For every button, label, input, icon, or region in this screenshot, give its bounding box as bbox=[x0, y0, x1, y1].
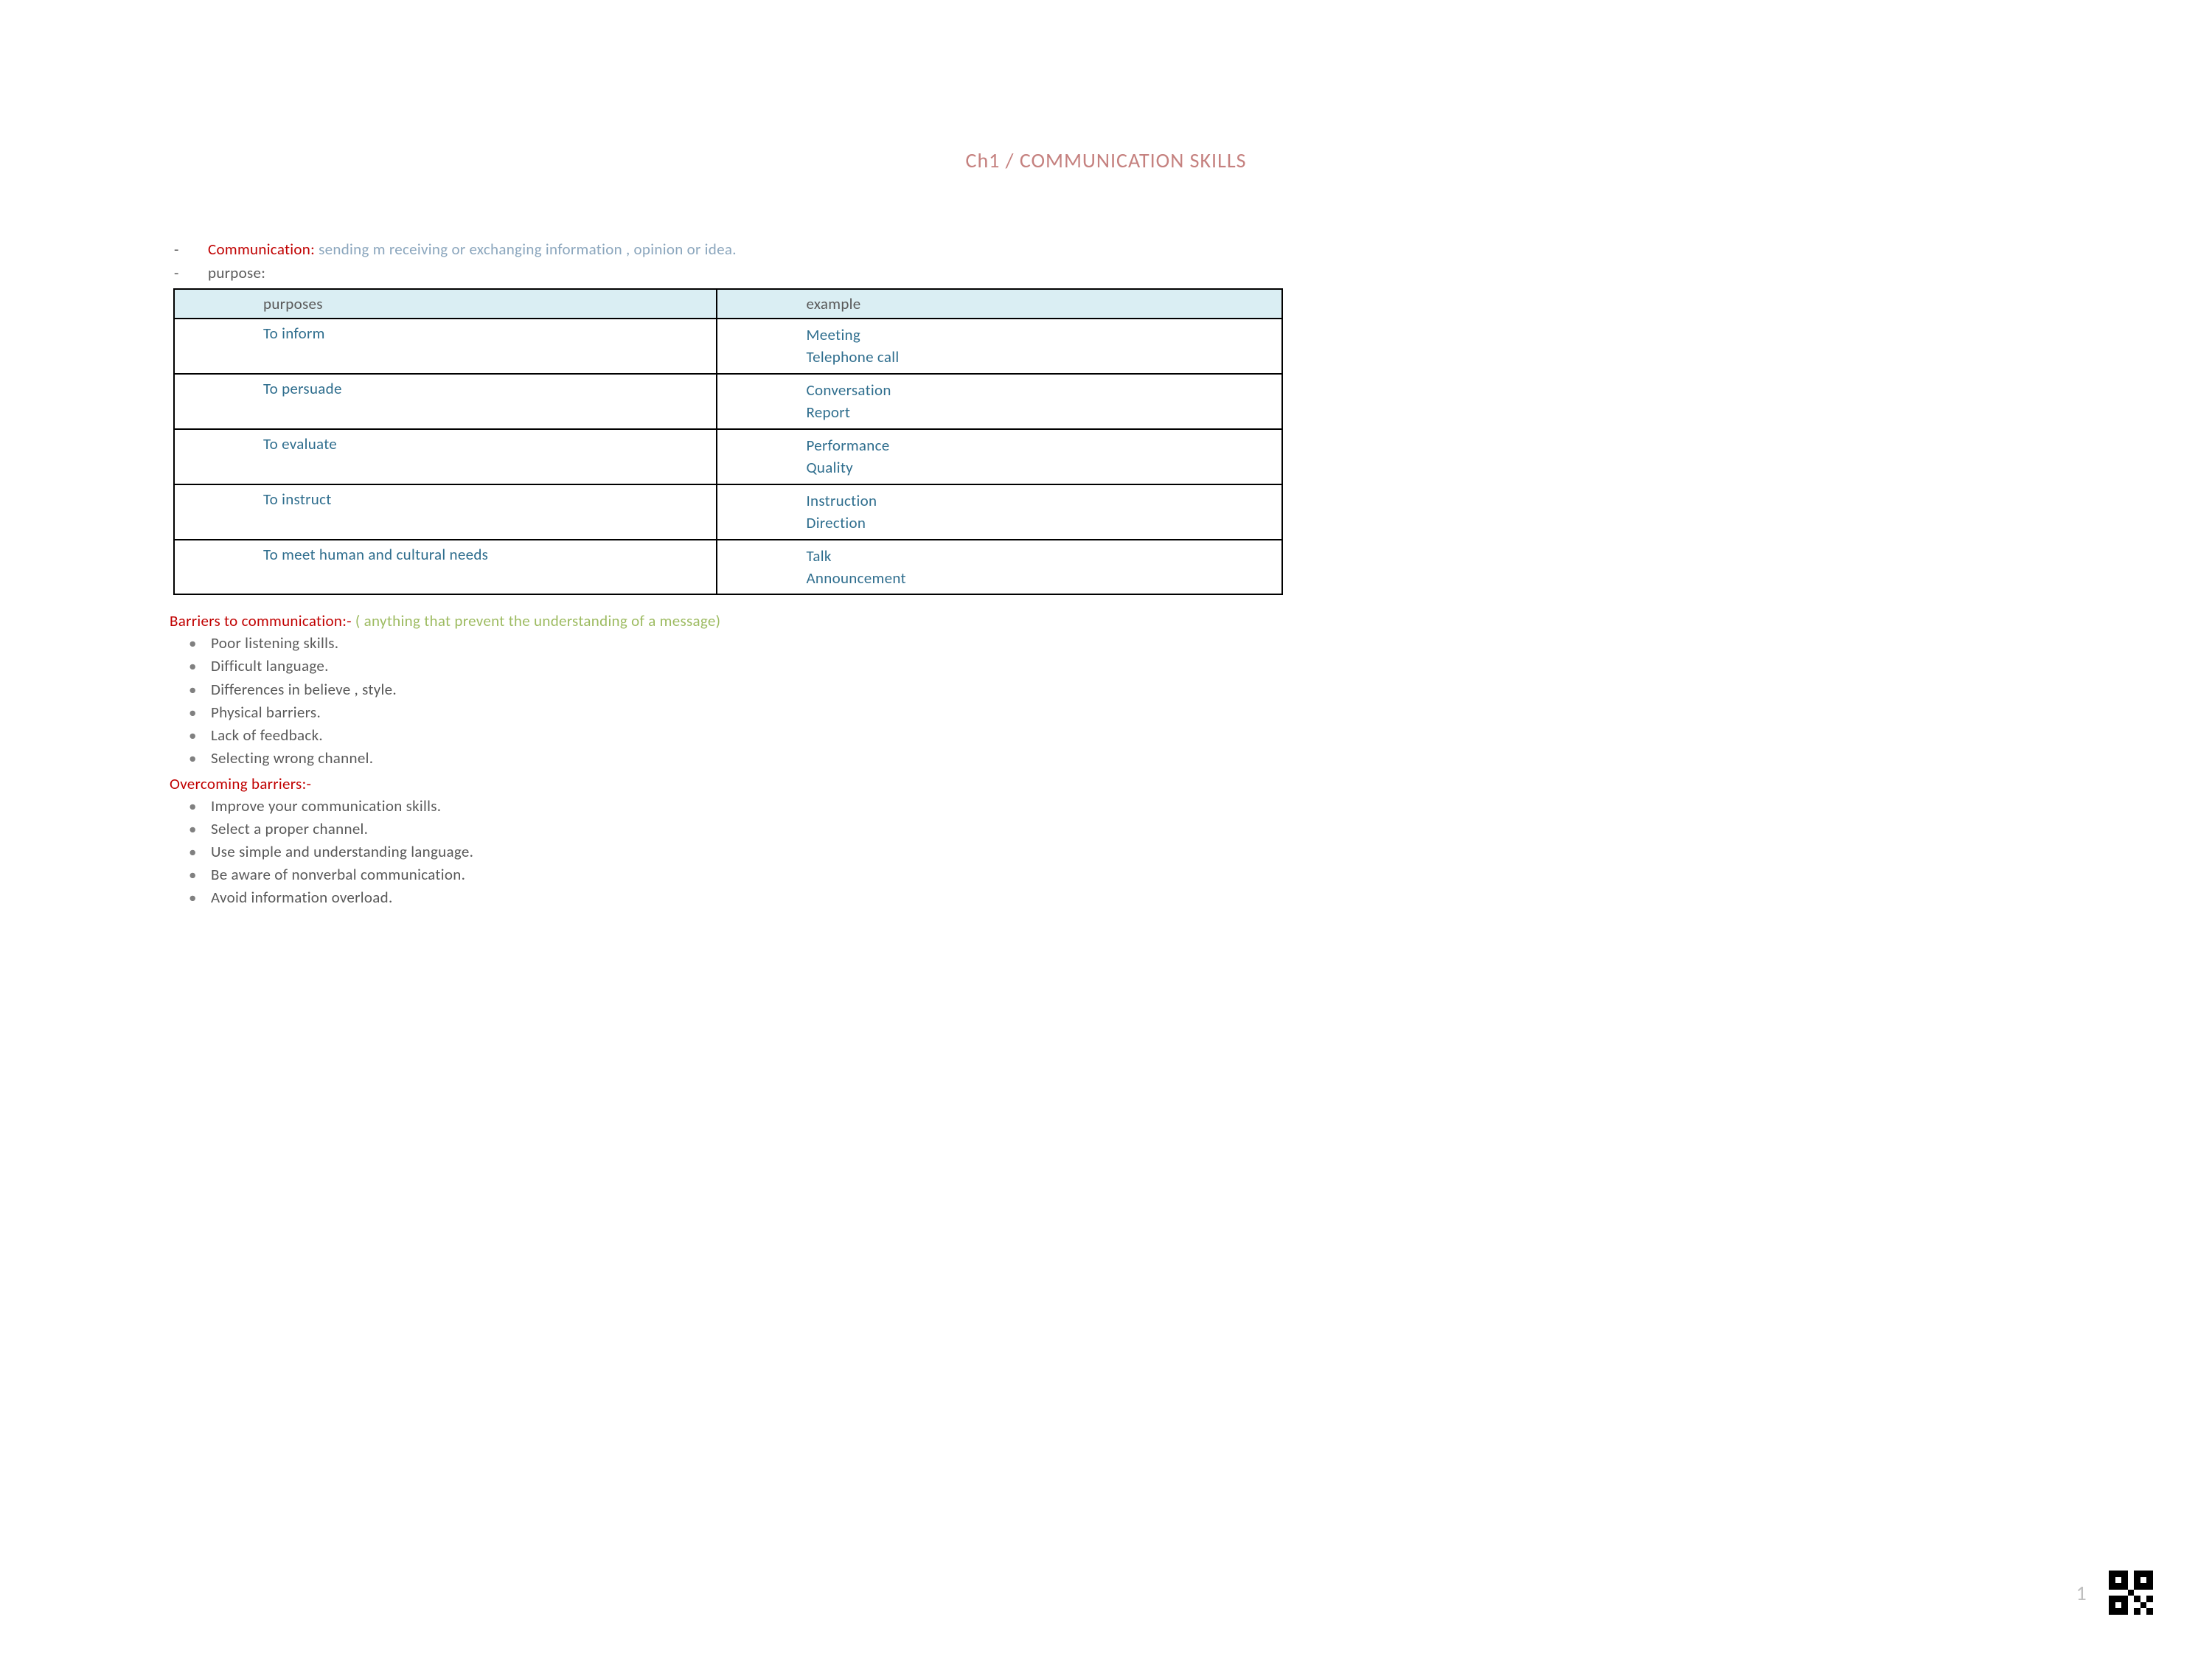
header-purposes: purposes bbox=[174, 289, 717, 319]
example-line: Conversation bbox=[806, 379, 1281, 401]
page-title: Ch1 / COMMUNICATION SKILLS bbox=[170, 147, 2042, 173]
example-line: Telephone call bbox=[806, 346, 1281, 368]
table-row: To evaluate Performance Quality bbox=[174, 429, 1282, 484]
example-line: Announcement bbox=[806, 567, 1281, 589]
definition-text: sending m receiving or exchanging inform… bbox=[319, 240, 737, 259]
cell-purpose: To meet human and cultural needs bbox=[174, 540, 717, 595]
list-item: Be aware of nonverbal communication. bbox=[170, 863, 2042, 886]
table-row: To persuade Conversation Report bbox=[174, 374, 1282, 429]
dash-bullet: - bbox=[170, 263, 208, 282]
list-item: Avoid information overload. bbox=[170, 886, 2042, 909]
list-item: Improve your communication skills. bbox=[170, 795, 2042, 818]
definition-row: - Communication: sending m receiving or … bbox=[170, 240, 2042, 259]
cell-example: Instruction Direction bbox=[717, 484, 1282, 540]
example-line: Instruction bbox=[806, 490, 1281, 512]
page-number: 1 bbox=[2076, 1580, 2087, 1606]
list-item: Select a proper channel. bbox=[170, 818, 2042, 841]
example-line: Meeting bbox=[806, 324, 1281, 346]
overcoming-list: Improve your communication skills. Selec… bbox=[170, 795, 2042, 909]
list-item: Poor listening skills. bbox=[170, 632, 2042, 655]
barriers-heading-red: Barriers to communication:- bbox=[170, 611, 355, 630]
example-line: Quality bbox=[806, 456, 1281, 479]
purposes-table-wrap: purposes example To inform Meeting Telep… bbox=[170, 288, 2042, 595]
list-item: Lack of feedback. bbox=[170, 724, 2042, 747]
list-item: Difficult language. bbox=[170, 655, 2042, 678]
example-line: Talk bbox=[806, 545, 1281, 567]
definition-label: Communication: bbox=[208, 240, 319, 259]
list-item: Use simple and understanding language. bbox=[170, 841, 2042, 863]
dash-bullet: - bbox=[170, 240, 208, 259]
cell-example: Talk Announcement bbox=[717, 540, 1282, 595]
purpose-label: purpose: bbox=[208, 263, 265, 282]
overcoming-heading: Overcoming barriers:- bbox=[170, 774, 2042, 793]
table-row: To meet human and cultural needs Talk An… bbox=[174, 540, 1282, 595]
barriers-heading: Barriers to communication:- ( anything t… bbox=[170, 611, 2042, 630]
cell-purpose: To instruct bbox=[174, 484, 717, 540]
purposes-table: purposes example To inform Meeting Telep… bbox=[173, 288, 1283, 595]
example-line: Report bbox=[806, 401, 1281, 423]
example-line: Performance bbox=[806, 434, 1281, 456]
cell-example: Meeting Telephone call bbox=[717, 319, 1282, 374]
header-example: example bbox=[717, 289, 1282, 319]
page-footer: 1 bbox=[2076, 1571, 2154, 1615]
example-line: Direction bbox=[806, 512, 1281, 534]
barriers-heading-green: ( anything that prevent the understandin… bbox=[355, 611, 720, 630]
table-row: To instruct Instruction Direction bbox=[174, 484, 1282, 540]
table-header-row: purposes example bbox=[174, 289, 1282, 319]
cell-purpose: To evaluate bbox=[174, 429, 717, 484]
barriers-list: Poor listening skills. Difficult languag… bbox=[170, 632, 2042, 769]
list-item: Physical barriers. bbox=[170, 701, 2042, 724]
purpose-row: - purpose: bbox=[170, 263, 2042, 282]
cell-purpose: To persuade bbox=[174, 374, 717, 429]
cell-example: Conversation Report bbox=[717, 374, 1282, 429]
cell-example: Performance Quality bbox=[717, 429, 1282, 484]
list-item: Selecting wrong channel. bbox=[170, 747, 2042, 770]
list-item: Differences in believe , style. bbox=[170, 678, 2042, 701]
qr-code-icon bbox=[2109, 1571, 2153, 1615]
cell-purpose: To inform bbox=[174, 319, 717, 374]
table-row: To inform Meeting Telephone call bbox=[174, 319, 1282, 374]
